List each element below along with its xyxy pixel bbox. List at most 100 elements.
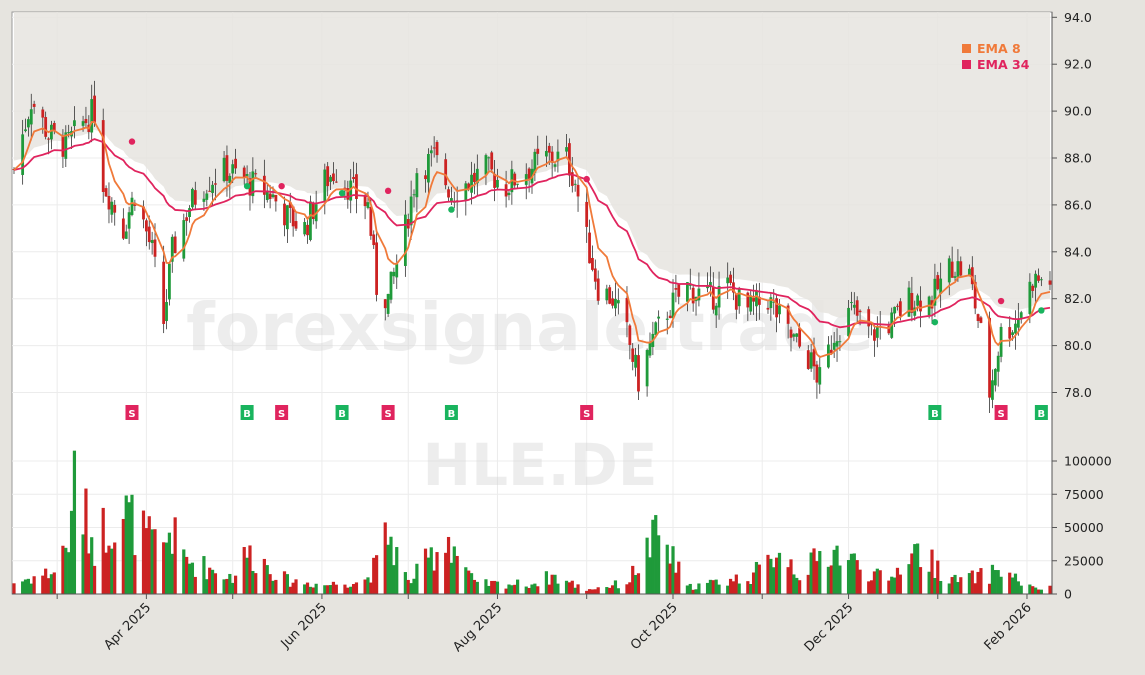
candle-body [1011, 332, 1014, 335]
candle-body [527, 168, 531, 179]
candle-body [591, 257, 594, 270]
candle-body [686, 282, 689, 302]
volume-bar [777, 552, 782, 594]
volume-bar [49, 574, 54, 594]
legend-label: EMA 34 [977, 57, 1030, 72]
volume-bar [645, 537, 649, 594]
volume-bar [967, 573, 972, 594]
volume-bar [694, 589, 698, 594]
signal-marker [335, 405, 349, 420]
volume-bar [657, 535, 661, 594]
candle-body [493, 173, 496, 188]
candle-body [392, 271, 396, 277]
candle-body [691, 287, 695, 304]
volume-bar [187, 563, 192, 594]
candle-body [234, 158, 237, 169]
candle-body [242, 167, 246, 179]
volume-bar [610, 585, 615, 594]
candle-body [827, 344, 830, 368]
volume-bar [596, 587, 600, 594]
volume-bar [1031, 586, 1035, 594]
candle-body [976, 314, 980, 321]
candle-body [222, 157, 226, 182]
volume-bar [44, 568, 48, 594]
volume-bar [613, 580, 618, 594]
volume-bar [867, 581, 871, 594]
volume-bar [815, 561, 819, 594]
signal-label: S [278, 409, 285, 420]
volume-bar [1036, 589, 1041, 594]
volume-bar [406, 579, 410, 594]
candle-body [795, 333, 799, 337]
volume-bar [585, 590, 589, 594]
volume-bar [1016, 581, 1020, 594]
volume-bar [334, 584, 338, 594]
signal-dot [448, 206, 455, 213]
candle-body [1028, 281, 1032, 314]
candle-body [73, 120, 76, 127]
volume-bar [323, 585, 327, 594]
volume-bar [205, 579, 209, 594]
candle-body [104, 188, 108, 197]
candle-body [444, 159, 448, 186]
x-tick-label: Feb 2026 [982, 600, 1035, 653]
candle-body [565, 147, 568, 152]
candle-body [50, 124, 53, 140]
candle-body [142, 206, 145, 220]
candle-body [211, 184, 214, 193]
volume-bar [395, 547, 399, 594]
volume-bar [487, 585, 491, 594]
price-tick-label: 88.0 [1064, 151, 1092, 166]
x-tick-label: Apr 2025 [101, 600, 154, 653]
signal-label: S [128, 409, 135, 420]
candle-body [829, 349, 833, 353]
candle-body [858, 310, 862, 313]
candle-body [1039, 279, 1043, 281]
candle-body [533, 151, 537, 173]
volume-bar [346, 587, 350, 594]
volume-bar [366, 577, 370, 594]
volume-bar [996, 570, 1000, 594]
volume-bar [1034, 587, 1038, 594]
candle-body [749, 295, 753, 312]
volume-bar [12, 583, 16, 594]
volume-bar [950, 577, 954, 594]
volume-bar [153, 529, 157, 594]
candle-body [950, 261, 954, 278]
volume-bar [697, 583, 701, 594]
volume-bar [527, 587, 531, 594]
volume-bar [976, 571, 980, 594]
candle-body [447, 189, 450, 198]
volume-bar [927, 571, 931, 594]
candle-body [573, 183, 577, 185]
volume-bar [737, 583, 741, 594]
volume-bar [590, 589, 595, 594]
signal-dot [338, 189, 346, 197]
signal-label: B [338, 409, 346, 420]
candle-body [913, 307, 917, 316]
candle-body [855, 300, 859, 316]
volume-bar [616, 588, 620, 594]
price-tick-label: 86.0 [1064, 197, 1092, 212]
volume-bar [308, 586, 313, 594]
candle-body [570, 172, 574, 186]
candle-body [734, 293, 738, 310]
volume-bar [52, 572, 56, 594]
volume-bar [170, 553, 174, 594]
candle-body [47, 138, 50, 140]
candle-body [90, 99, 94, 133]
candle-body [737, 287, 741, 307]
candle-body [979, 317, 983, 323]
volume-bar [835, 545, 839, 594]
candle-body [993, 369, 997, 386]
candle-body [467, 183, 471, 190]
volume-bar [757, 564, 761, 594]
candle-body [956, 261, 960, 277]
volume-bar [665, 544, 669, 594]
volume-bar [104, 552, 108, 594]
volume-bar [423, 548, 428, 594]
volume-bar [69, 510, 74, 594]
volume-bar [231, 582, 235, 594]
volume-bar [608, 587, 612, 594]
candle-body [769, 297, 773, 309]
